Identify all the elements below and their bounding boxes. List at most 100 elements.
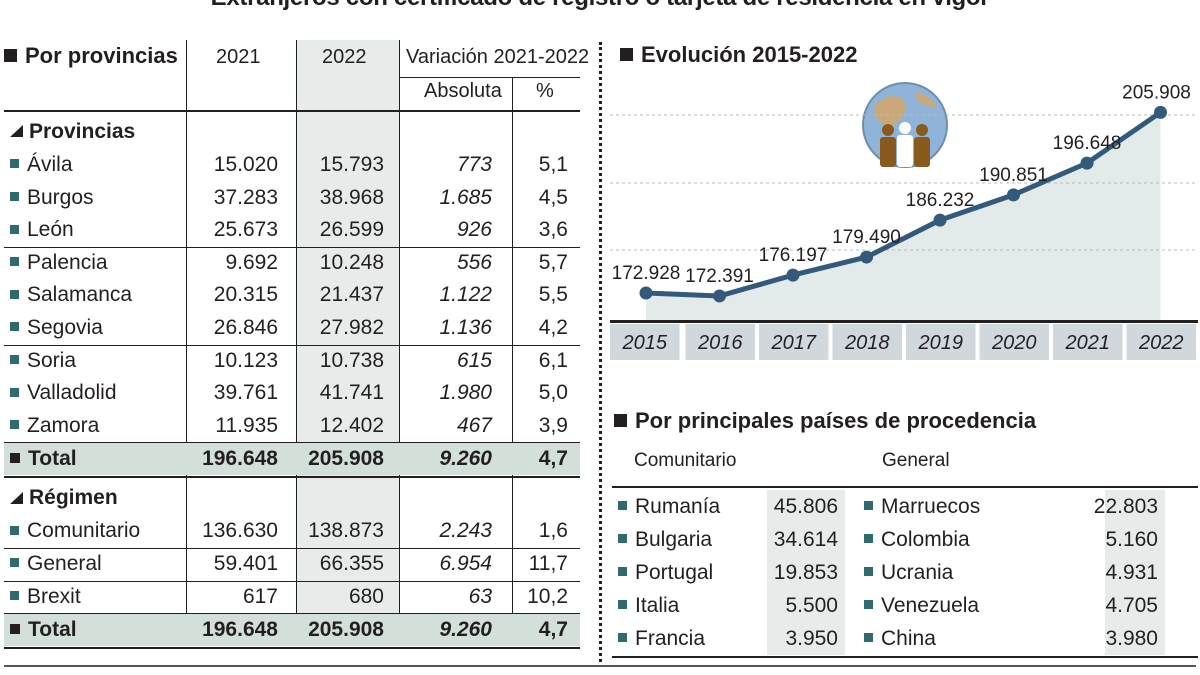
square-bullet-icon <box>10 420 19 430</box>
x-tick-label: 2017 <box>771 332 817 354</box>
country-value: 4.931 <box>1105 561 1158 584</box>
total-2021: 196.648 <box>202 618 278 641</box>
country-value: 3.980 <box>1105 627 1158 650</box>
value-absolute: 773 <box>456 153 492 176</box>
country-row: Rumanía 45.806 Marruecos 22.803 <box>612 490 1198 523</box>
row-divider <box>4 548 580 549</box>
square-bullet-icon <box>10 159 19 169</box>
square-bullet-icon <box>10 224 19 234</box>
square-bullet-icon <box>10 387 19 397</box>
value-2021: 10.123 <box>213 348 278 372</box>
general-value-shade <box>1105 490 1165 655</box>
square-bullet-icon <box>10 192 19 202</box>
header-percent: % <box>536 80 554 102</box>
total-bottom-rule <box>4 476 580 478</box>
square-bullet-icon <box>10 558 19 568</box>
row-divider <box>4 247 580 248</box>
row-name: Valladolid <box>8 377 117 409</box>
square-bullet-icon <box>10 452 20 463</box>
data-label: 186.232 <box>906 190 975 211</box>
table-heading: Por provincias <box>4 43 178 69</box>
table-row: Comunitario 136.630 138.873 2.243 1,6 <box>4 515 580 547</box>
row-name: León <box>8 214 74 246</box>
data-label: 205.908 <box>1122 82 1191 103</box>
total-2022: 205.908 <box>308 618 384 641</box>
table-row: Salamanca 20.315 21.437 1.122 5,5 <box>4 279 580 311</box>
value-percent: 5,0 <box>538 381 568 405</box>
value-percent: 5,7 <box>538 250 568 274</box>
section-header: Régimen <box>4 482 580 514</box>
header-variation: Variación 2021-2022 <box>406 46 590 68</box>
country-name: Portugal <box>616 556 713 589</box>
column-2022-shade <box>296 40 399 628</box>
country-value: 22.803 <box>1093 495 1158 518</box>
data-label: 179.490 <box>832 227 901 248</box>
x-tick-label: 2020 <box>991 332 1037 354</box>
row-name: Total <box>8 614 77 646</box>
data-point <box>933 213 947 227</box>
x-tick-box <box>610 324 680 360</box>
countries-title: Por principales países de procedencia <box>614 408 1036 434</box>
infographic-title: Extranjeros con certificado de registro … <box>0 0 1200 12</box>
total-2022: 205.908 <box>308 447 384 470</box>
value-percent: 3,6 <box>538 218 568 242</box>
table-row: Valladolid 39.761 41.741 1.980 5,0 <box>4 377 580 409</box>
value-2021: 25.673 <box>213 218 278 242</box>
value-2022: 26.599 <box>319 218 384 242</box>
country-value: 45.806 <box>773 495 838 518</box>
row-name: General <box>8 548 102 580</box>
x-axis-line <box>610 320 1198 323</box>
value-percent: 5,5 <box>538 283 568 307</box>
section-header: Provincias <box>4 116 580 148</box>
bottom-rule <box>4 665 1196 667</box>
country-name: China <box>862 622 936 655</box>
x-tick-box <box>906 324 976 360</box>
row-name: Total <box>8 443 77 475</box>
data-point <box>786 268 800 282</box>
value-percent: 4,5 <box>538 185 568 209</box>
header-divider <box>399 77 580 78</box>
square-bullet-icon <box>10 289 19 299</box>
header-absolute: Absoluta <box>424 80 502 102</box>
country-value: 3.950 <box>785 627 838 650</box>
group-comunitario-label: Comunitario <box>634 450 737 471</box>
value-absolute: 1.122 <box>439 283 492 307</box>
square-bullet-icon <box>618 501 627 511</box>
square-bullet-icon <box>618 534 627 544</box>
table-row: Soria 10.123 10.738 615 6,1 <box>4 345 580 377</box>
country-name: Ucrania <box>862 556 953 589</box>
value-2021: 37.283 <box>213 185 278 209</box>
column-divider <box>296 40 297 628</box>
x-tick-label: 2022 <box>1138 332 1184 354</box>
value-percent: 1,6 <box>538 519 568 543</box>
country-name: Colombia <box>862 523 970 556</box>
square-bullet-icon <box>864 633 873 643</box>
country-name: Italia <box>616 589 679 622</box>
header-2021: 2021 <box>216 46 261 68</box>
country-row: Bulgaria 34.614 Colombia 5.160 <box>612 523 1198 556</box>
group-general-label: General <box>882 450 950 471</box>
square-bullet-icon <box>10 355 19 365</box>
x-tick-label: 2015 <box>622 332 668 354</box>
countries-top-rule <box>612 486 1198 488</box>
data-label: 172.928 <box>612 263 681 284</box>
x-tick-label: 2016 <box>697 332 743 354</box>
section-label: Provincias <box>8 116 135 148</box>
country-name: Rumanía <box>616 490 720 523</box>
row-name: Soria <box>8 345 76 377</box>
total-absolute: 9.260 <box>439 447 492 470</box>
value-absolute: 63 <box>468 584 492 608</box>
value-2022: 680 <box>348 584 384 608</box>
column-divider <box>186 40 187 628</box>
data-label: 172.391 <box>685 266 754 287</box>
area-fill <box>646 112 1161 320</box>
country-name: Venezuela <box>862 589 979 622</box>
country-value: 19.853 <box>773 561 838 584</box>
square-bullet-icon <box>10 591 19 601</box>
header-rule <box>4 110 580 112</box>
comunitario-value-shade <box>767 490 845 655</box>
country-value: 34.614 <box>773 528 838 551</box>
table-row: Palencia 9.692 10.248 556 5,7 <box>4 247 580 279</box>
data-point <box>860 250 873 264</box>
triangle-icon <box>10 491 23 504</box>
